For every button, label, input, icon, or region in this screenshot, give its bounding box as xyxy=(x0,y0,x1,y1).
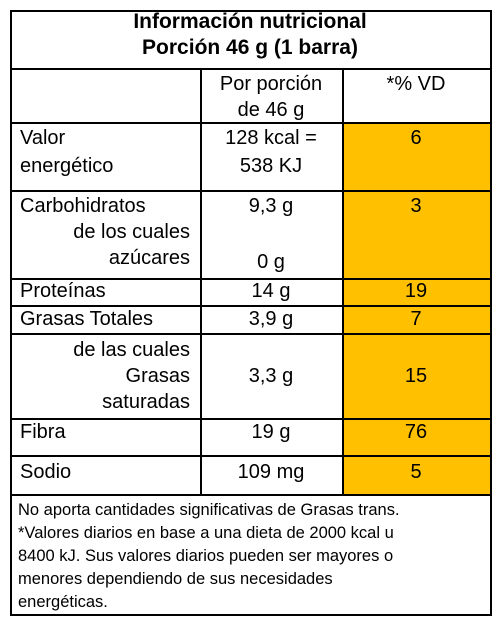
border xyxy=(490,10,492,614)
header: de 46 g xyxy=(237,99,305,121)
vd-value: 6 xyxy=(410,127,422,149)
row-sublabel: de las cuales xyxy=(73,339,190,361)
amount: 3,9 g xyxy=(248,308,294,330)
row-line xyxy=(10,122,490,124)
vd-value: 19 xyxy=(404,280,428,302)
row-line xyxy=(10,418,490,420)
border xyxy=(10,614,492,616)
amount: 109 mg xyxy=(237,461,305,483)
vd-value: 76 xyxy=(404,421,428,443)
amount: 3,3 g xyxy=(248,365,294,387)
footnote: No aporta cantidades significativas de G… xyxy=(18,501,400,519)
border xyxy=(10,10,490,12)
row-line xyxy=(10,278,490,280)
vd-value: 5 xyxy=(410,461,422,483)
row-line xyxy=(10,305,490,307)
row-label: Carbohidratos xyxy=(20,195,146,217)
row-line xyxy=(10,494,490,496)
footnote: menores dependiendo de sus necesidades xyxy=(18,570,333,588)
header: *% VD xyxy=(386,73,446,95)
title: Información nutricional xyxy=(133,10,367,33)
col-line xyxy=(342,68,344,494)
amount: 128 kcal = xyxy=(225,127,317,149)
vd-value: 3 xyxy=(410,195,422,217)
title: Porción 46 g (1 barra) xyxy=(142,36,358,59)
row-label: Valor xyxy=(20,127,66,149)
border xyxy=(10,10,12,614)
row-label: Fibra xyxy=(20,421,66,443)
vd-value: 7 xyxy=(410,308,422,330)
row-line xyxy=(10,190,490,192)
row-line xyxy=(10,333,490,335)
row-label: Sodio xyxy=(20,461,72,483)
header: Por porción xyxy=(219,73,323,95)
vd-value: 15 xyxy=(404,365,428,387)
amount: 9,3 g xyxy=(248,195,294,217)
row-label: energético xyxy=(20,155,114,177)
row-sublabel: saturadas xyxy=(102,391,190,413)
amount: 0 g xyxy=(257,251,285,273)
footnote: energéticas. xyxy=(18,593,108,611)
col-line xyxy=(200,68,202,494)
row-label: Grasas Totales xyxy=(20,308,154,330)
row-sublabel: Grasas xyxy=(125,365,190,387)
footnote: 8400 kJ. Sus valores diarios pueden ser … xyxy=(18,547,394,565)
row-sublabel: de los cuales xyxy=(73,221,190,243)
amount: 19 g xyxy=(251,421,291,443)
row-label: Proteínas xyxy=(20,280,106,302)
vd-highlight xyxy=(342,122,490,494)
row-sublabel: azúcares xyxy=(108,247,190,269)
row-line xyxy=(10,68,490,70)
amount: 14 g xyxy=(251,280,291,302)
footnote: *Valores diarios en base a una dieta de … xyxy=(18,524,394,542)
row-line xyxy=(10,455,490,457)
amount: 538 KJ xyxy=(239,155,303,177)
